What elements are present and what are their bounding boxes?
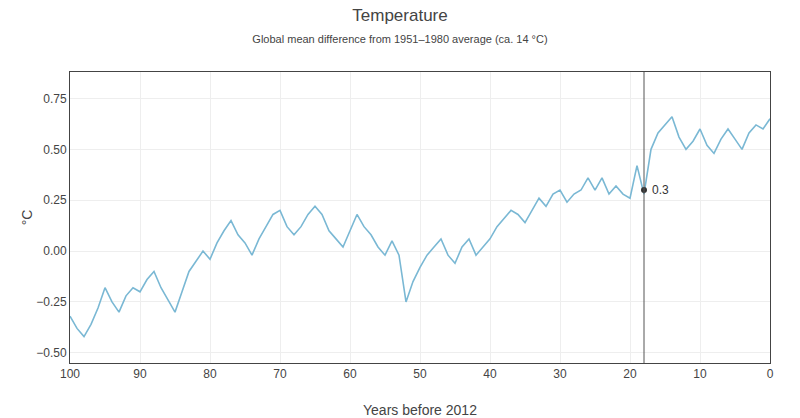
svg-text:°C: °C [19,210,35,226]
svg-text:0.25: 0.25 [43,193,67,207]
svg-text:0: 0 [767,367,774,381]
svg-text:−0.50: −0.50 [36,346,67,360]
svg-text:0.3: 0.3 [652,183,669,197]
svg-text:80: 80 [203,367,217,381]
svg-text:10: 10 [693,367,707,381]
svg-text:60: 60 [343,367,357,381]
svg-text:0.75: 0.75 [43,92,67,106]
svg-text:90: 90 [133,367,147,381]
svg-text:TemperatureGlobal mean differe: TemperatureGlobal mean difference from 1… [252,6,547,45]
svg-text:50: 50 [413,367,427,381]
svg-text:30: 30 [553,367,567,381]
svg-text:20: 20 [623,367,637,381]
svg-text:Years before 2012: Years before 2012 [363,402,477,418]
svg-text:70: 70 [273,367,287,381]
svg-text:0.00: 0.00 [43,244,67,258]
svg-text:40: 40 [483,367,497,381]
svg-text:0.50: 0.50 [43,143,67,157]
svg-text:100: 100 [60,367,80,381]
svg-text:−0.25: −0.25 [36,295,67,309]
